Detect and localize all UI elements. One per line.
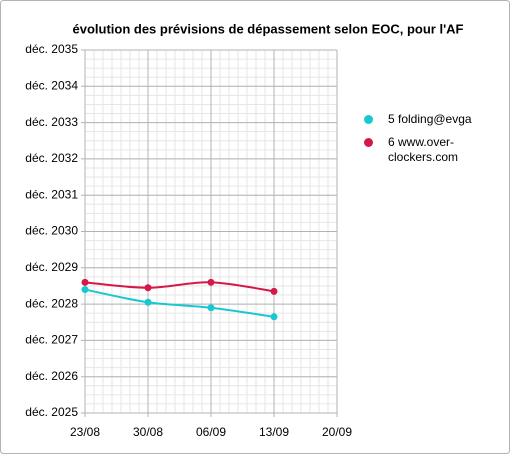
point [81,286,89,294]
legend: 5 folding@evga 6 www.over-clockers.com [362,112,482,173]
legend-marker [364,115,373,124]
y-tick-label: déc. 2031 [25,187,78,201]
legend-label: 5 folding@evga [388,112,472,126]
y-tick-label: déc. 2034 [25,78,78,92]
point [270,287,278,295]
legend-item: 6 www.over-clockers.com [362,135,482,165]
y-tick-label: déc. 2028 [25,296,78,310]
chart-title: évolution des prévisions de dépassement … [72,21,463,36]
x-tick-label: 13/09 [259,425,289,439]
y-tick-label: déc. 2025 [25,405,78,419]
point [207,278,215,286]
y-tick-label: déc. 2027 [25,333,78,347]
x-tick-label: 20/09 [322,425,352,439]
x-tick-label: 23/08 [70,425,100,439]
y-tick-label: déc. 2033 [25,115,78,129]
series-line [84,288,275,318]
x-tick-label: 06/09 [196,425,226,439]
y-tick-label: déc. 2026 [25,369,78,383]
y-tick-label: déc. 2030 [25,224,78,238]
point [207,304,215,312]
point [81,278,89,286]
y-tick-label: déc. 2035 [25,42,78,56]
y-tick-label: déc. 2029 [25,260,78,274]
point [144,284,152,292]
legend-label: 6 www.over-clockers.com [388,135,459,164]
y-tick-label: déc. 2032 [25,151,78,165]
point [270,313,278,321]
legend-item: 5 folding@evga [362,112,482,127]
legend-marker [364,138,373,147]
point [144,298,152,306]
series-line [84,281,275,293]
x-tick-label: 30/08 [133,425,163,439]
